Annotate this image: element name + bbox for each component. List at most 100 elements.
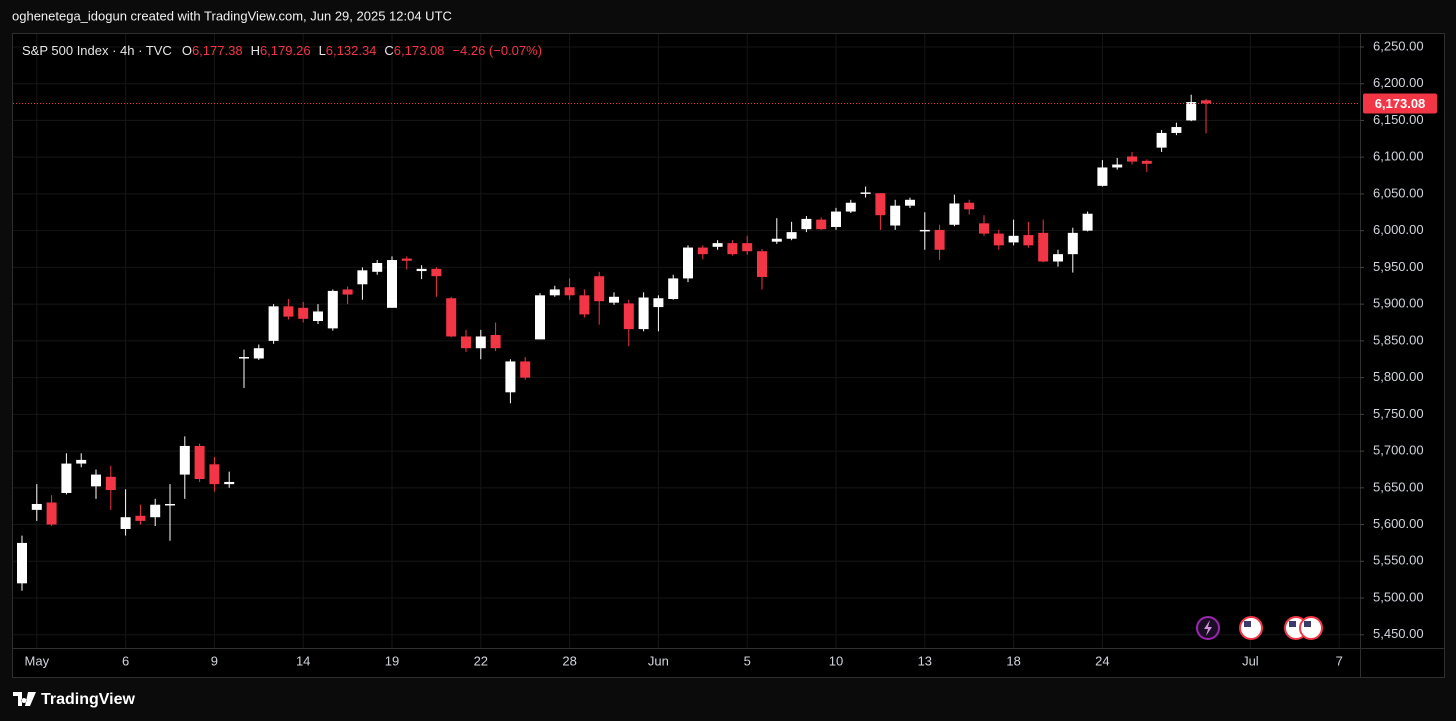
candle-body (372, 262, 383, 272)
last-price-box (1363, 93, 1437, 114)
legend: S&P 500 Index · 4h · TVC O6,177.38 H6,179.… (22, 43, 542, 58)
x-tick-label: 9 (211, 653, 218, 668)
candles (13, 94, 1360, 591)
x-tick-label: Jun (648, 653, 669, 668)
y-tick-label: 5,550.00 (1373, 553, 1424, 568)
event-icon[interactable] (1239, 616, 1263, 640)
x-tick-label: 22 (474, 653, 488, 668)
candle-body (342, 289, 353, 295)
candle-body (120, 517, 131, 529)
candle-body (919, 229, 930, 232)
candle-body (801, 218, 812, 230)
header-text: oghenetega_idogun created with TradingVi… (12, 8, 452, 23)
candle-body (934, 229, 945, 250)
flag-canton (1304, 621, 1311, 627)
candle-body (1038, 232, 1049, 262)
candle-body (623, 303, 634, 330)
candle-body (1097, 167, 1108, 186)
y-tick-label: 6,000.00 (1373, 222, 1424, 237)
y-tick-label: 5,700.00 (1373, 443, 1424, 458)
candle-body (1127, 156, 1137, 162)
candle-body (76, 459, 87, 464)
candle-body (564, 287, 575, 296)
legend-value: 6,132.34 (326, 43, 377, 58)
candle-body (194, 445, 205, 480)
candle-body (17, 542, 27, 584)
candle-body (816, 219, 827, 230)
candle-body (771, 238, 782, 242)
legend-key: L (319, 43, 326, 58)
candle-body (1201, 100, 1211, 104)
candle-body (387, 260, 397, 308)
candle-body (313, 311, 323, 322)
candle-body (1023, 235, 1034, 246)
candle-body (727, 243, 738, 255)
candle-body (416, 268, 427, 272)
legend-value: 6,173.08 (394, 43, 445, 58)
candle-body (1008, 235, 1019, 243)
candle-body (224, 481, 235, 485)
candle-body (757, 251, 767, 277)
candle-body (1082, 213, 1093, 231)
candle-body (135, 515, 146, 521)
candle-body (949, 203, 960, 225)
y-tick-label: 5,600.00 (1373, 516, 1424, 531)
x-tick-label: 5 (744, 653, 751, 668)
candle-body (150, 504, 161, 518)
y-tick-label: 5,950.00 (1373, 259, 1424, 274)
candle-body (31, 503, 42, 510)
candle-body (890, 205, 901, 226)
legend-change: −4.26 (−0.07%) (452, 43, 542, 58)
axes: 5,450.00 5,500.00 5,550.00 5,600.00 5,650.00… (25, 38, 1437, 668)
candle-body (327, 290, 338, 329)
candle-body (979, 223, 989, 234)
candle-body (964, 202, 975, 210)
x-tick-label: 18 (1006, 653, 1020, 668)
candle-body (505, 361, 516, 393)
event-icon-bolt (1204, 620, 1212, 636)
legend-symbol: S&P 500 Index · 4h · TVC (22, 43, 172, 58)
candle-body (594, 276, 605, 302)
event-icon[interactable] (1299, 616, 1323, 640)
candle-body (91, 474, 101, 487)
x-tick-label: 10 (829, 653, 843, 668)
footer-logo: TradingView (13, 691, 136, 708)
candle-body (431, 268, 442, 277)
candle-body (579, 295, 590, 315)
candle-body (253, 348, 264, 359)
y-tick-label: 5,500.00 (1373, 589, 1424, 604)
y-tick-label: 6,200.00 (1373, 75, 1424, 90)
candle-body (401, 258, 412, 261)
candle-body (1053, 254, 1063, 262)
candle-body (461, 336, 471, 349)
candle-body (46, 502, 57, 525)
last-price-label: 6,173.08 (1375, 96, 1426, 111)
candle-body (668, 278, 679, 299)
candle-body (875, 193, 886, 216)
candle-body (268, 306, 279, 341)
x-tick-label: 14 (296, 653, 310, 668)
event-icons (1196, 616, 1323, 640)
candle-body (209, 464, 220, 485)
y-tick-label: 5,650.00 (1373, 479, 1424, 494)
chart-frame (12, 33, 1445, 678)
x-tick-label: 13 (918, 653, 932, 668)
flag-canton (1244, 621, 1251, 627)
flag-canton (1289, 621, 1296, 627)
candle-body (61, 463, 72, 493)
candle-body (786, 232, 797, 239)
legend-value: 6,179.26 (260, 43, 311, 58)
y-tick-label: 6,150.00 (1373, 112, 1424, 127)
legend-key: C (384, 43, 393, 58)
candle-body (653, 298, 664, 308)
legend-value: 6,177.38 (192, 43, 243, 58)
candle-body (1171, 127, 1182, 133)
candle-body (712, 243, 723, 247)
candle-body (1186, 102, 1197, 121)
candle-body (239, 357, 249, 359)
candle-body (105, 476, 116, 491)
logo-mark (13, 692, 36, 706)
candle-body (638, 297, 649, 330)
